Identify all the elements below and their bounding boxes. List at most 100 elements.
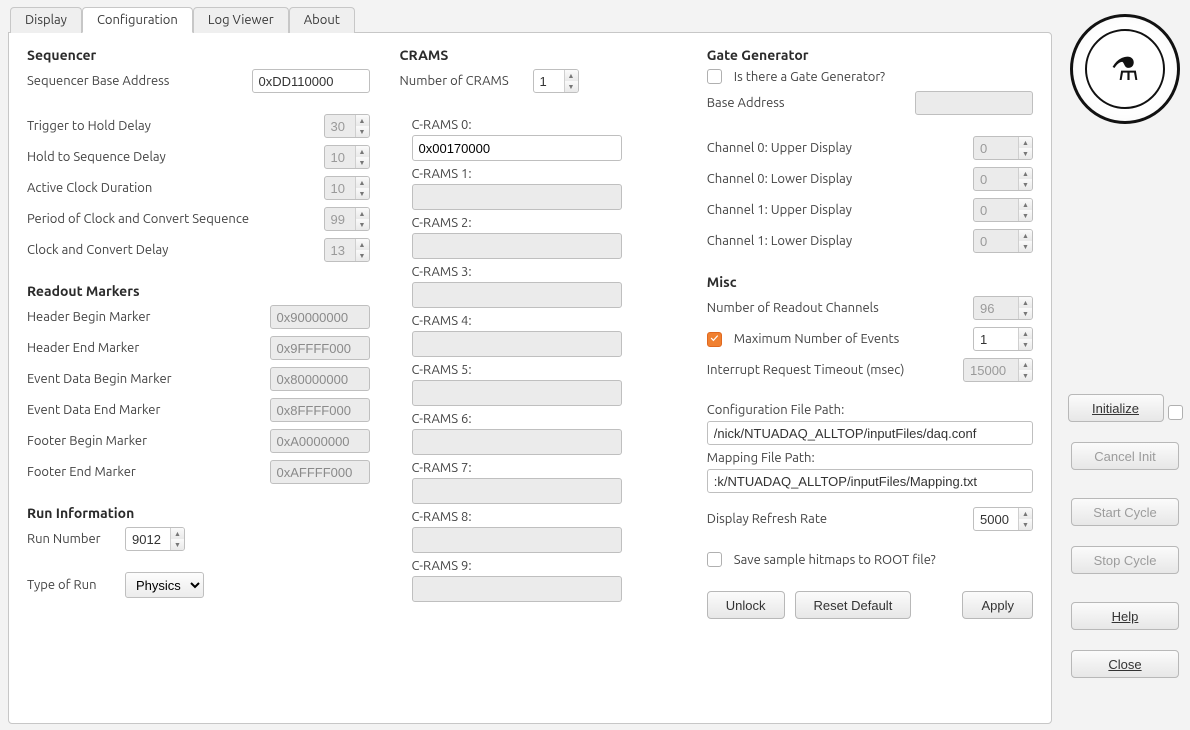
header-end-label: Header End Marker <box>27 341 262 355</box>
crams-input-3 <box>412 282 622 308</box>
crams-label-4: C-RAMS 4: <box>412 314 677 328</box>
conf-path-input[interactable] <box>707 421 1033 445</box>
event-end-input <box>270 398 370 422</box>
unlock-button[interactable]: Unlock <box>707 591 785 619</box>
map-path-label: Mapping File Path: <box>707 451 1033 465</box>
channels-label: Number of Readout Channels <box>707 301 965 315</box>
maxevents-label: Maximum Number of Events <box>734 332 965 346</box>
stop-cycle-button: Stop Cycle <box>1071 546 1179 574</box>
irq-spinner: ▲▼ <box>963 358 1033 382</box>
crams-input-6 <box>412 429 622 455</box>
crams-input-9 <box>412 576 622 602</box>
gate-exists-checkbox[interactable] <box>707 69 722 84</box>
spinner-down-icon[interactable]: ▼ <box>171 539 184 550</box>
crams-input-5 <box>412 380 622 406</box>
trigger-hold-spinner: ▲▼ <box>324 114 370 138</box>
crams-input-1 <box>412 184 622 210</box>
crams-label-3: C-RAMS 3: <box>412 265 677 279</box>
maxevents-checkbox[interactable] <box>707 332 722 347</box>
maxevents-spinner[interactable]: ▲▼ <box>973 327 1033 351</box>
markers-title: Readout Markers <box>27 283 370 299</box>
crams-title: CRAMS <box>400 47 677 63</box>
ch1u-label: Channel 1: Upper Display <box>707 203 965 217</box>
hitmaps-checkbox[interactable] <box>707 552 722 567</box>
footer-begin-label: Footer Begin Marker <box>27 434 262 448</box>
spinner-up-icon[interactable]: ▲ <box>171 528 184 539</box>
tabbar: Display Configuration Log Viewer About <box>10 6 1052 32</box>
event-end-label: Event Data End Marker <box>27 403 262 417</box>
header-end-input <box>270 336 370 360</box>
run-number-spinner[interactable]: ▲▼ <box>125 527 185 551</box>
cancel-init-button: Cancel Init <box>1071 442 1179 470</box>
initialize-button[interactable]: Initialize <box>1068 394 1164 422</box>
tab-display[interactable]: Display <box>10 7 82 33</box>
crams-label-0: C-RAMS 0: <box>412 118 677 132</box>
gate-base-label: Base Address <box>707 96 907 110</box>
gate-title: Gate Generator <box>707 47 1033 63</box>
crams-input-0[interactable] <box>412 135 622 161</box>
crams-label-2: C-RAMS 2: <box>412 216 677 230</box>
tab-logviewer[interactable]: Log Viewer <box>193 7 289 33</box>
ntua-logo: ⚗ <box>1070 14 1180 124</box>
crams-label-9: C-RAMS 9: <box>412 559 677 573</box>
period-clock-spinner: ▲▼ <box>324 207 370 231</box>
crams-label-1: C-RAMS 1: <box>412 167 677 181</box>
ch0u-label: Channel 0: Upper Display <box>707 141 965 155</box>
conf-path-label: Configuration File Path: <box>707 403 1033 417</box>
reset-default-button[interactable]: Reset Default <box>795 591 912 619</box>
spinner-down-icon: ▼ <box>356 126 369 137</box>
channels-spinner: ▲▼ <box>973 296 1033 320</box>
active-clock-label: Active Clock Duration <box>27 181 316 195</box>
run-number-label: Run Number <box>27 532 117 546</box>
active-clock-spinner: ▲▼ <box>324 176 370 200</box>
header-begin-label: Header Begin Marker <box>27 310 262 324</box>
tab-about[interactable]: About <box>289 7 355 33</box>
footer-end-label: Footer End Marker <box>27 465 262 479</box>
crams-count-label: Number of CRAMS <box>400 74 525 88</box>
run-type-select[interactable]: Physics <box>125 572 204 598</box>
crams-input-8 <box>412 527 622 553</box>
sequencer-title: Sequencer <box>27 47 370 63</box>
event-begin-input <box>270 367 370 391</box>
crams-input-2 <box>412 233 622 259</box>
map-path-input[interactable] <box>707 469 1033 493</box>
start-cycle-button: Start Cycle <box>1071 498 1179 526</box>
gate-exists-label: Is there a Gate Generator? <box>734 70 1033 84</box>
refresh-label: Display Refresh Rate <box>707 512 965 526</box>
crams-input-7 <box>412 478 622 504</box>
run-type-label: Type of Run <box>27 578 117 592</box>
ch1l-spinner: ▲▼ <box>973 229 1033 253</box>
refresh-spinner[interactable]: ▲▼ <box>973 507 1033 531</box>
ch0l-label: Channel 0: Lower Display <box>707 172 965 186</box>
gate-base-input <box>915 91 1033 115</box>
crams-label-7: C-RAMS 7: <box>412 461 677 475</box>
hold-seq-spinner: ▲▼ <box>324 145 370 169</box>
clock-convert-spinner: ▲▼ <box>324 238 370 262</box>
period-clock-label: Period of Clock and Convert Sequence <box>27 212 316 226</box>
crams-label-6: C-RAMS 6: <box>412 412 677 426</box>
spinner-up-icon: ▲ <box>356 115 369 126</box>
initialize-checkbox[interactable] <box>1168 405 1183 420</box>
crams-count-spinner[interactable]: ▲▼ <box>533 69 579 93</box>
event-begin-label: Event Data Begin Marker <box>27 372 262 386</box>
irq-label: Interrupt Request Timeout (msec) <box>707 363 955 377</box>
ch0u-spinner: ▲▼ <box>973 136 1033 160</box>
crams-label-8: C-RAMS 8: <box>412 510 677 524</box>
hold-seq-label: Hold to Sequence Delay <box>27 150 316 164</box>
seq-base-label: Sequencer Base Address <box>27 74 244 88</box>
config-panel: Sequencer Sequencer Base Address Trigger… <box>8 32 1052 724</box>
seq-base-input[interactable] <box>252 69 370 93</box>
hitmaps-label: Save sample hitmaps to ROOT file? <box>734 553 1033 567</box>
footer-end-input <box>270 460 370 484</box>
footer-begin-input <box>270 429 370 453</box>
misc-title: Misc <box>707 274 1033 290</box>
close-button[interactable]: Close <box>1071 650 1179 678</box>
apply-button[interactable]: Apply <box>962 591 1033 619</box>
clock-convert-label: Clock and Convert Delay <box>27 243 316 257</box>
tab-configuration[interactable]: Configuration <box>82 7 193 33</box>
trigger-hold-label: Trigger to Hold Delay <box>27 119 316 133</box>
ch1l-label: Channel 1: Lower Display <box>707 234 965 248</box>
ch0l-spinner: ▲▼ <box>973 167 1033 191</box>
header-begin-input <box>270 305 370 329</box>
help-button[interactable]: Help <box>1071 602 1179 630</box>
